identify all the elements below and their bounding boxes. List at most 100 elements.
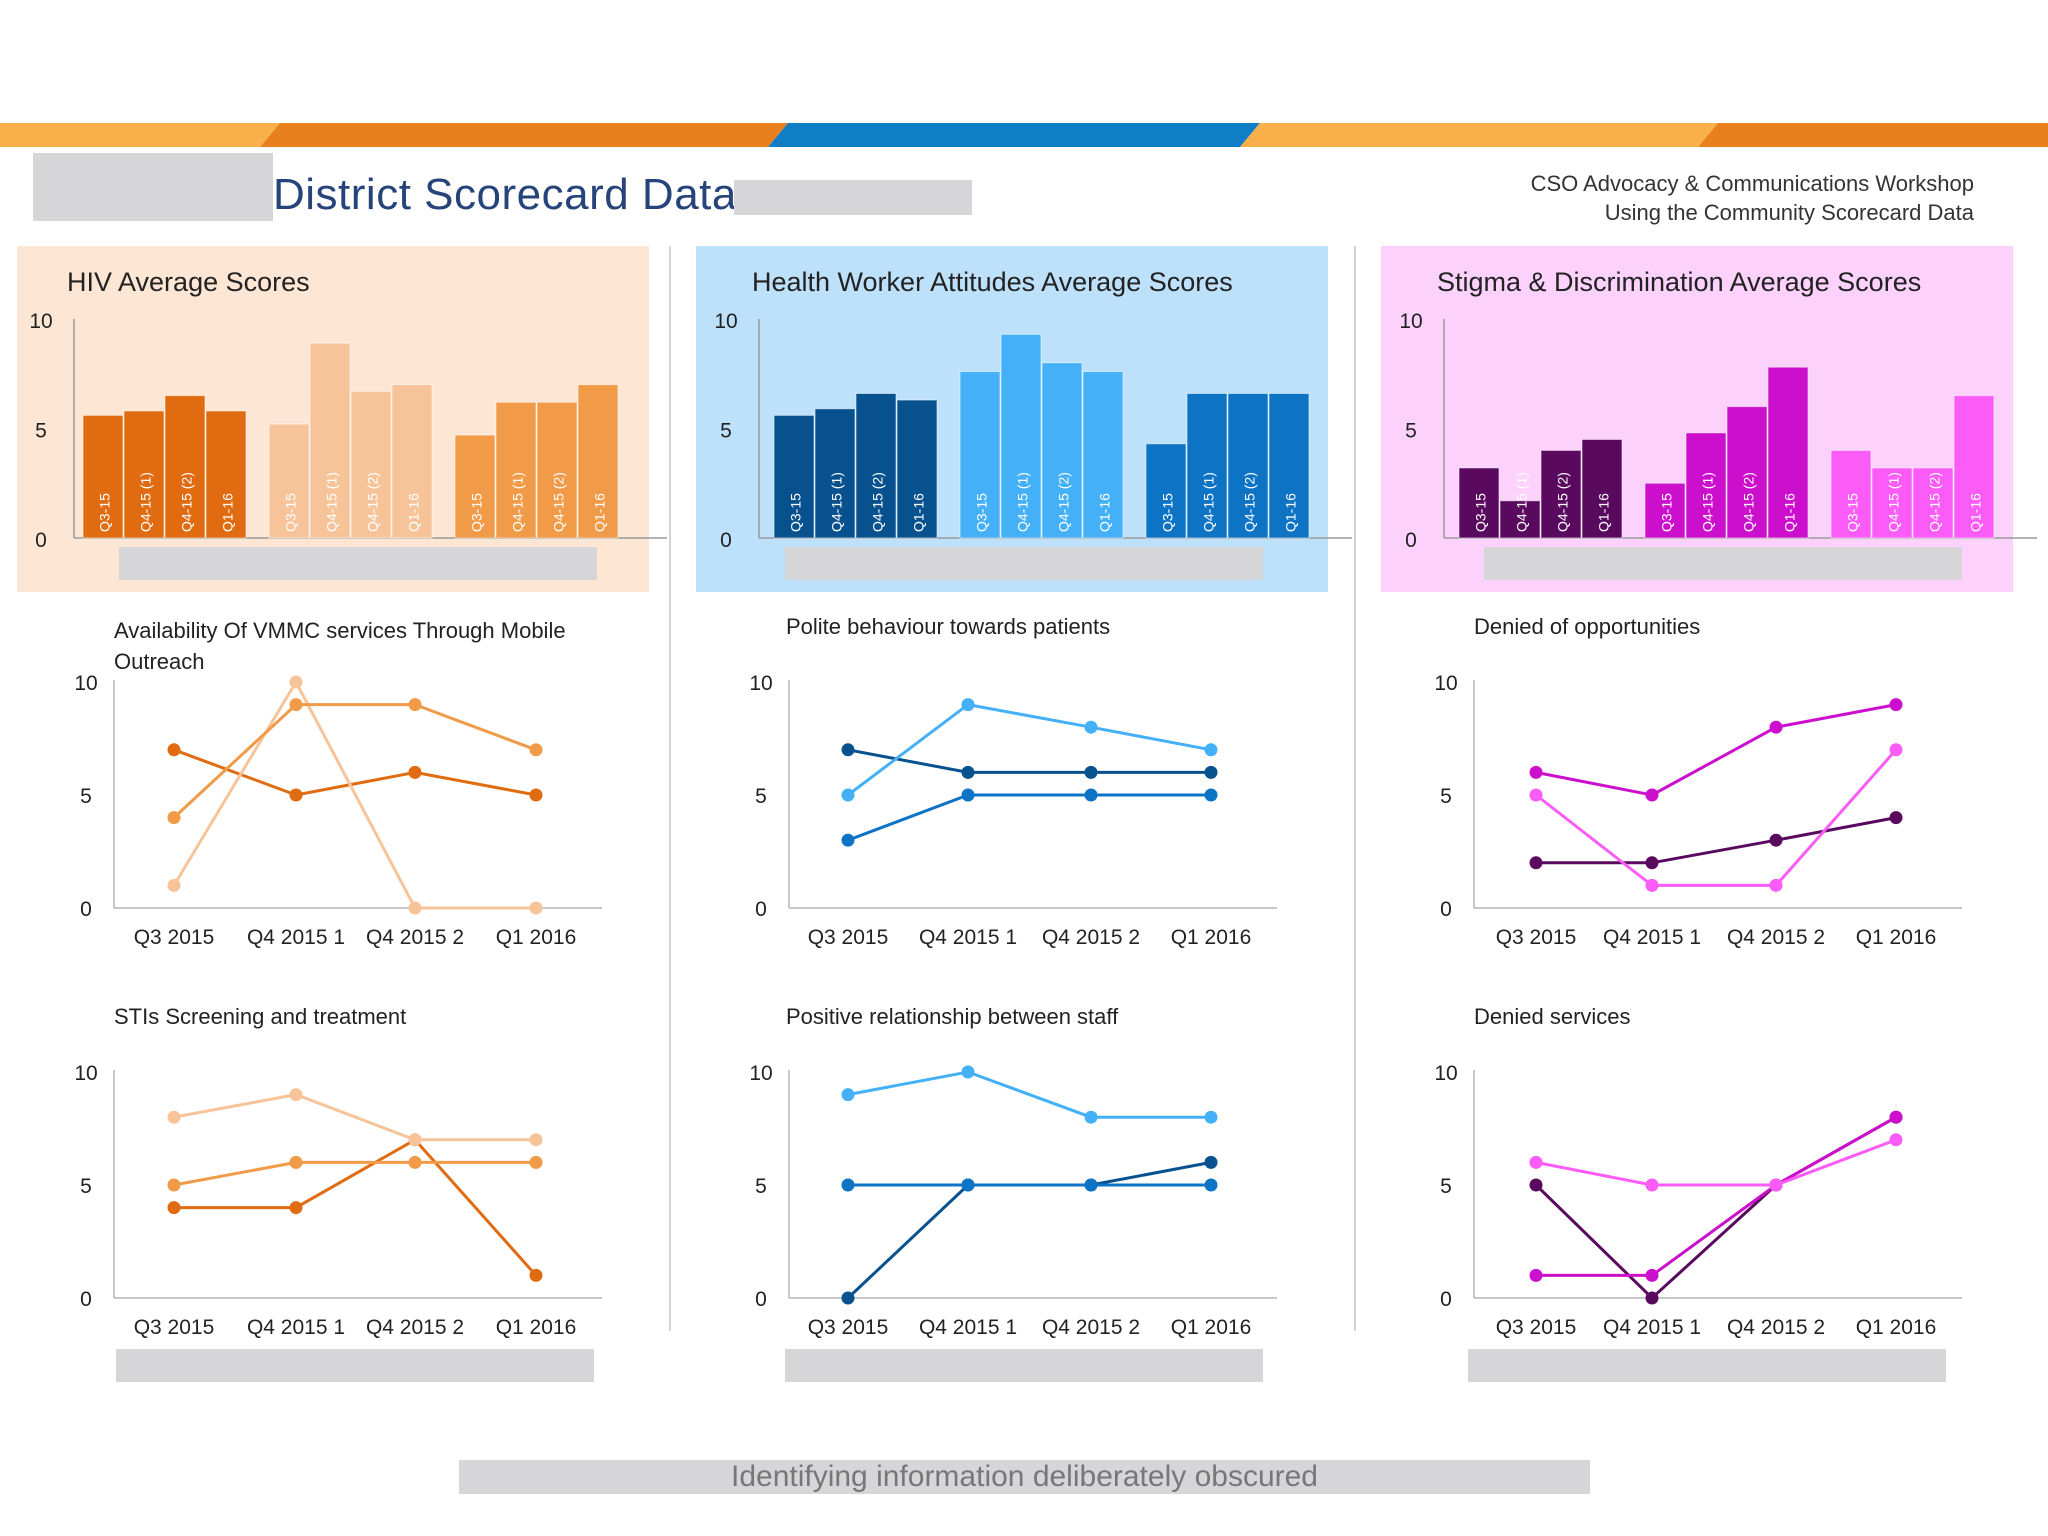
- redacted-block: [1484, 547, 1962, 580]
- redacted-block: [734, 180, 972, 215]
- bar: [495, 401, 537, 539]
- redacted-block: [119, 547, 597, 580]
- bar-category-label: Q3-15: [97, 493, 113, 532]
- x-tick-label: Q4 2015 1: [1603, 1316, 1701, 1339]
- bar: [1000, 333, 1042, 539]
- series-line: [1535, 748, 1898, 887]
- y-tick-label: 5: [720, 420, 732, 443]
- bar-category-label: Q4-15 (2): [365, 472, 381, 532]
- header-color-band: [0, 123, 2048, 147]
- y-tick-label: 0: [80, 1288, 92, 1311]
- bar: [1830, 449, 1872, 539]
- sti-screening-line-chart: STIs Screening and treatment 0 5 10 Q3 2015 Q…: [74, 1004, 602, 1339]
- bar: [164, 395, 206, 539]
- bar-category-label: Q1-16: [911, 493, 927, 532]
- x-tick-label: Q4 2015 1: [247, 1316, 345, 1339]
- data-point: [1529, 1268, 1543, 1282]
- band-segment: [260, 123, 788, 147]
- bar: [1767, 366, 1809, 539]
- series-line: [1536, 1115, 1897, 1277]
- data-point: [408, 765, 422, 779]
- data-point: [167, 1110, 181, 1124]
- data-point: [1084, 1178, 1098, 1192]
- data-point: [1529, 856, 1543, 870]
- y-tick-label: 5: [80, 785, 92, 808]
- x-tick-label: Q1 2016: [1171, 1316, 1252, 1339]
- data-point: [1645, 856, 1659, 870]
- bar-category-label: Q4-15 (1): [138, 472, 154, 532]
- data-point: [289, 1088, 303, 1102]
- data-point: [1645, 788, 1659, 802]
- bar-category-label: Q3-15: [1659, 493, 1675, 532]
- data-point: [1889, 743, 1903, 757]
- data-point: [529, 1268, 543, 1282]
- y-tick-label: 10: [1399, 310, 1422, 333]
- data-point: [961, 1178, 975, 1192]
- y-tick-label: 5: [755, 785, 767, 808]
- bar-category-label: Q3-15: [974, 493, 990, 532]
- y-tick-label: 0: [755, 1288, 767, 1311]
- bar: [123, 410, 165, 539]
- redacted-block: [1468, 1349, 1946, 1382]
- data-point: [167, 811, 181, 825]
- chart-title: Health Worker Attitudes Average Scores: [752, 267, 1233, 297]
- y-tick-label: 0: [1440, 898, 1452, 921]
- data-point: [1645, 1178, 1659, 1192]
- bar-category-label: Q1-16: [220, 493, 236, 532]
- data-point: [167, 1201, 181, 1215]
- bar: [1458, 467, 1500, 539]
- data-point: [1645, 1291, 1659, 1305]
- data-point: [841, 743, 855, 757]
- bar-category-label: Q1-16: [1097, 493, 1113, 532]
- data-point: [1889, 1110, 1903, 1124]
- data-point: [1645, 1268, 1659, 1282]
- bar: [1685, 432, 1727, 539]
- bar-category-label: Q4-15 (1): [1700, 472, 1716, 532]
- y-tick-label: 5: [35, 420, 47, 443]
- redacted-block: [33, 153, 273, 221]
- stigma-discrimination-bar-chart: Stigma & Discrimination Average Scores 0 5…: [1399, 267, 2037, 552]
- data-point: [1889, 1133, 1903, 1147]
- series-line: [173, 1093, 536, 1142]
- y-tick-label: 10: [749, 1062, 772, 1085]
- data-point: [1769, 878, 1783, 892]
- bar: [896, 399, 938, 539]
- page-title: District Scorecard Data: [273, 170, 737, 219]
- data-point: [961, 788, 975, 802]
- data-point: [1769, 833, 1783, 847]
- data-point: [289, 1201, 303, 1215]
- data-point: [841, 1291, 855, 1305]
- data-point: [961, 1065, 975, 1079]
- data-point: [841, 1178, 855, 1192]
- bar-category-label: Q4-15 (2): [179, 472, 195, 532]
- series-line: [1536, 816, 1897, 865]
- data-point: [961, 765, 975, 779]
- y-tick-label: 10: [1434, 672, 1457, 695]
- data-point: [1769, 720, 1783, 734]
- x-tick-label: Q4 2015 2: [1727, 1316, 1825, 1339]
- data-point: [1084, 788, 1098, 802]
- bar-category-label: Q4-15 (1): [1015, 472, 1031, 532]
- bar-category-label: Q4-15 (1): [324, 472, 340, 532]
- bar: [350, 390, 392, 539]
- bar-category-label: Q4-15 (1): [1514, 472, 1530, 532]
- chart-title: Availability Of VMMC services Through Mo…: [114, 618, 566, 674]
- bar-category-label: Q3-15: [1845, 493, 1861, 532]
- bar: [1268, 392, 1310, 539]
- chart-title: STIs Screening and treatment: [114, 1004, 406, 1029]
- bar-category-label: Q4-15 (2): [1741, 472, 1757, 532]
- chart-title: Polite behaviour towards patients: [786, 614, 1110, 639]
- data-point: [529, 901, 543, 915]
- x-tick-label: Q4 2015 2: [366, 926, 464, 949]
- bar: [1041, 362, 1083, 539]
- series-line: [172, 678, 536, 910]
- bar-category-label: Q3-15: [283, 493, 299, 532]
- redacted-block: [116, 1349, 594, 1382]
- data-point: [289, 698, 303, 712]
- data-point: [841, 1088, 855, 1102]
- y-tick-label: 0: [1440, 1288, 1452, 1311]
- bar-category-label: Q4-15 (1): [510, 472, 526, 532]
- x-tick-label: Q4 2015 2: [366, 1316, 464, 1339]
- bar-category-label: Q4-15 (2): [1056, 472, 1072, 532]
- y-tick-label: 5: [80, 1175, 92, 1198]
